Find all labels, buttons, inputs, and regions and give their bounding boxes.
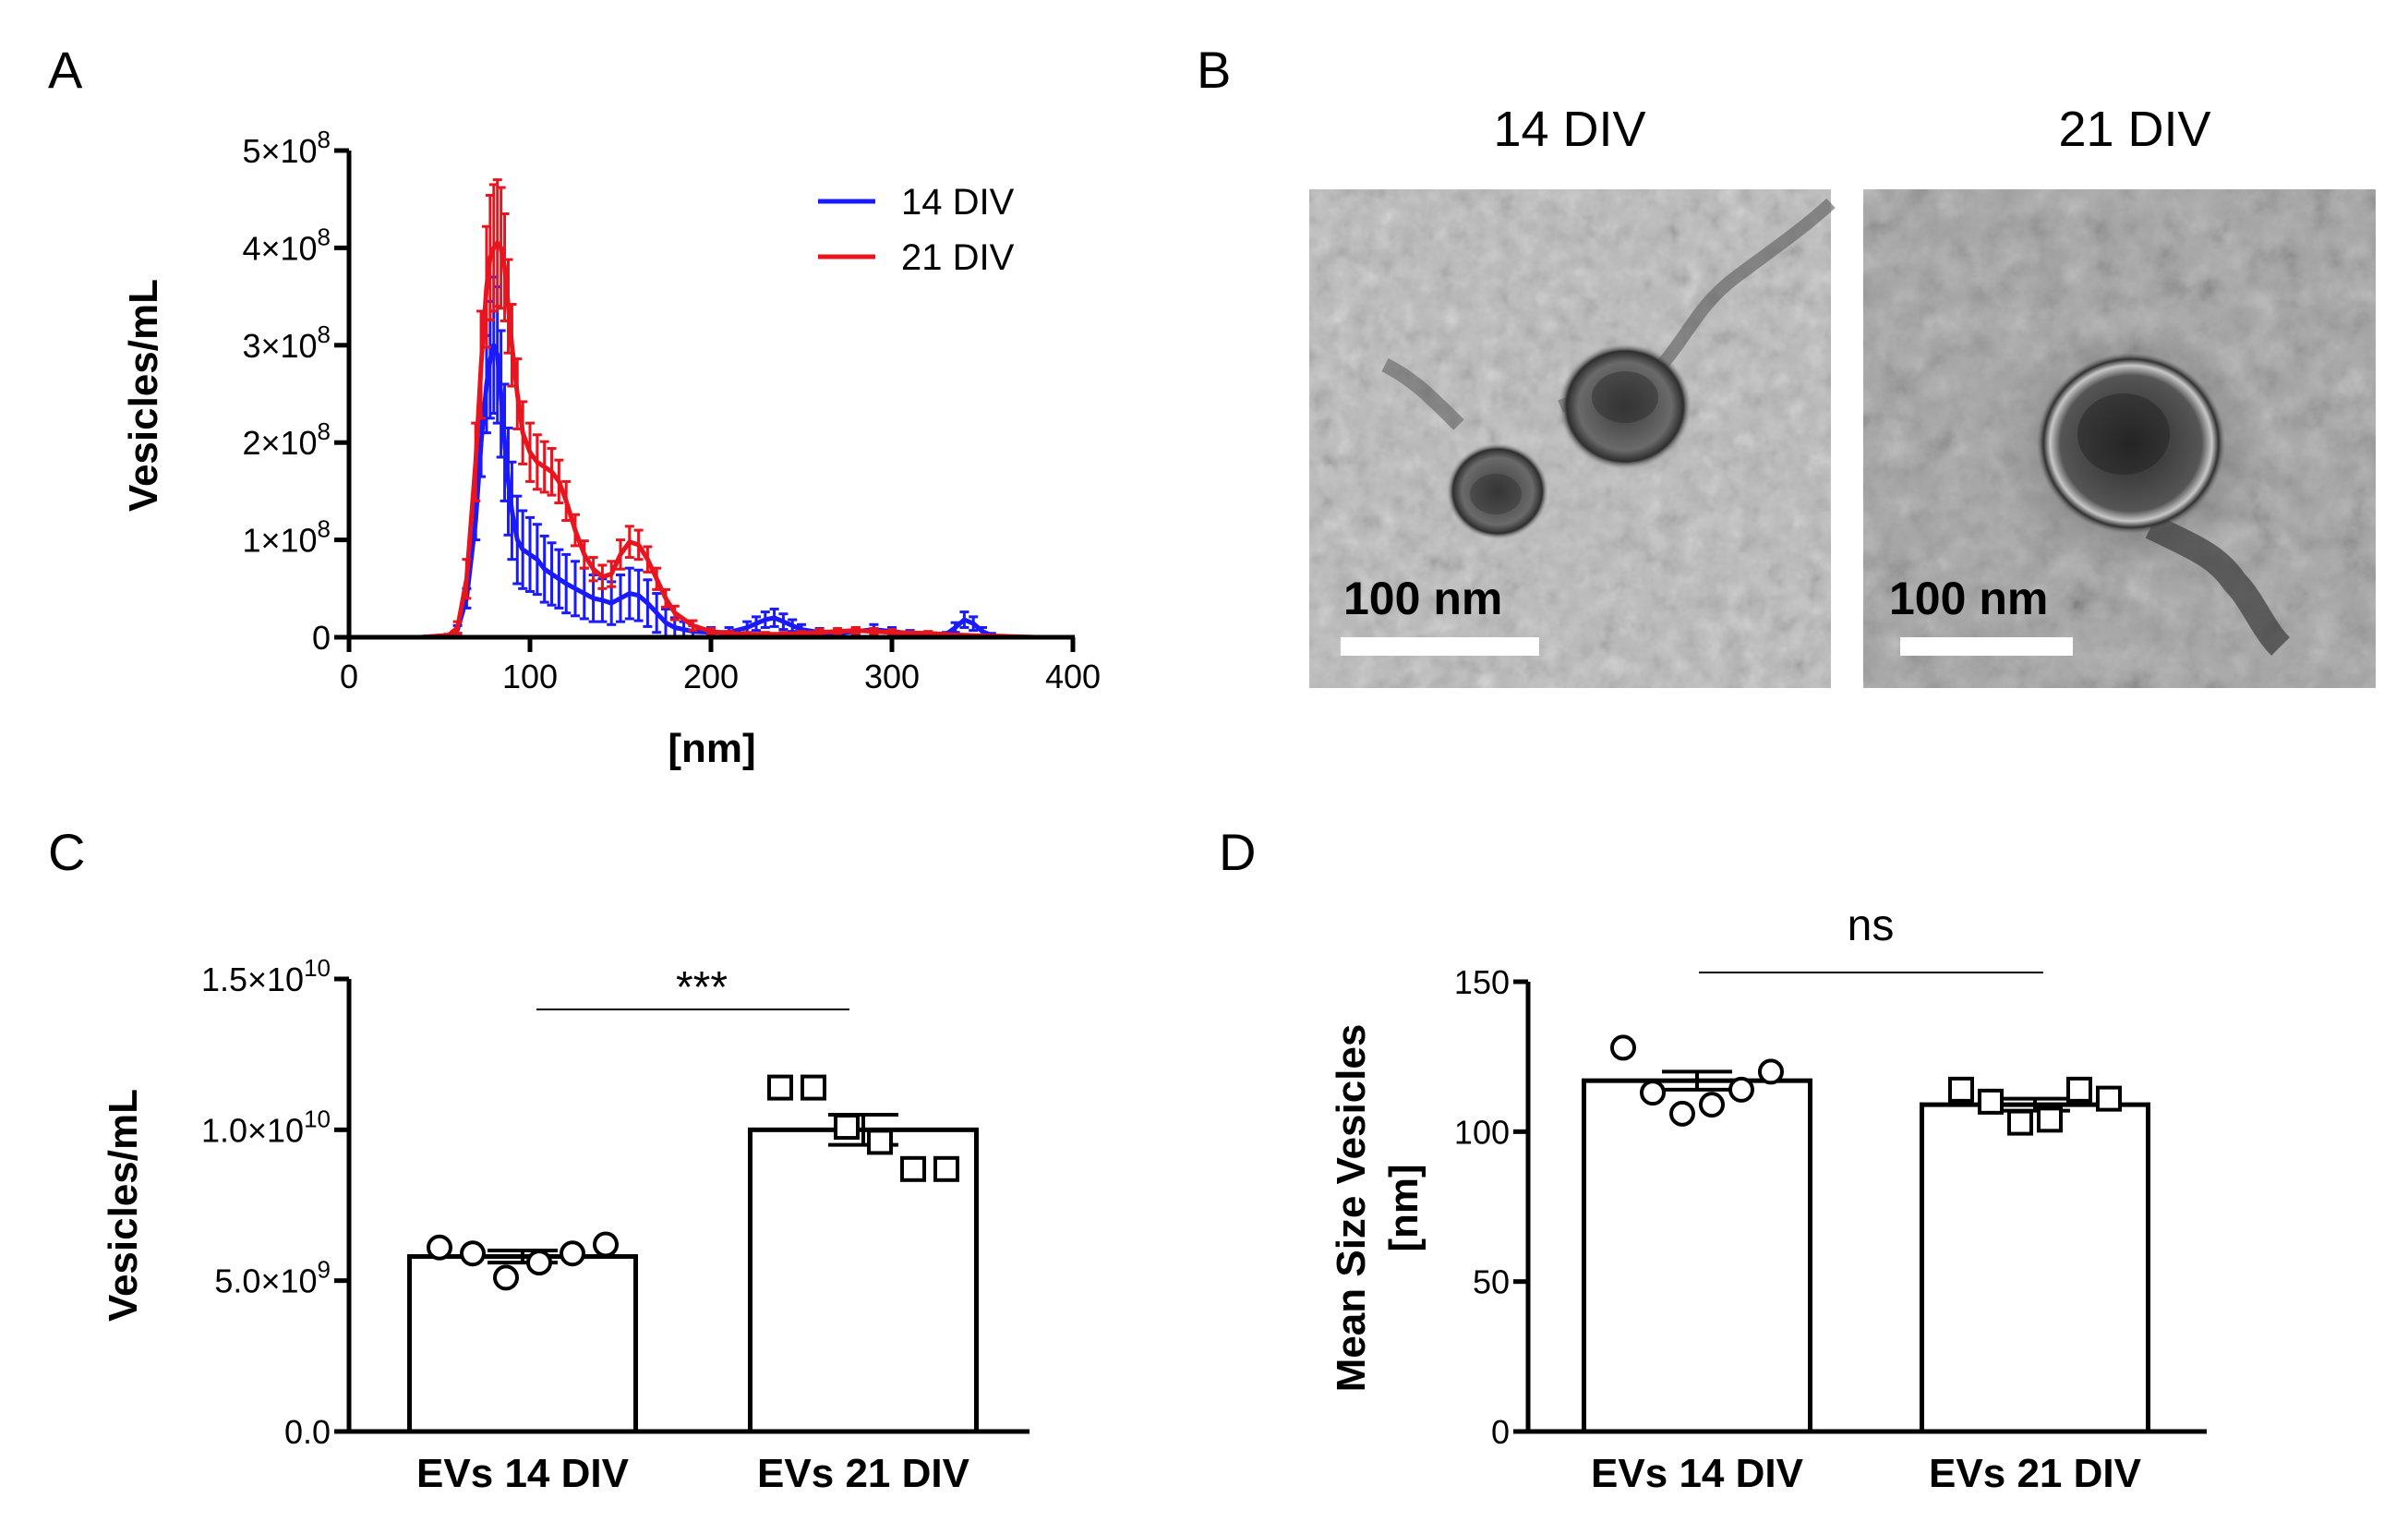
series-line-21div xyxy=(349,240,1073,640)
data-point xyxy=(1640,1080,1666,1106)
series-line-14div xyxy=(349,343,1073,640)
panel-c-y-title: Vesicles/mL xyxy=(101,1089,146,1322)
panel-b-micrographs: 14 DIV 21 DIV 100 nm 100 nm xyxy=(1309,102,2376,688)
scale-label-14div: 100 nm xyxy=(1343,573,1502,624)
panel-a-chart: 0 100 200 300 40001×1082×1083×1084×1085×108 … xyxy=(121,126,1101,771)
data-point xyxy=(801,1074,826,1101)
y-tick-label: 1×108 xyxy=(242,515,331,560)
data-point xyxy=(2037,1106,2063,1133)
y-tick-label: 0.0 xyxy=(284,1413,331,1451)
bar xyxy=(407,1254,638,1434)
micrograph-21div: 100 nm xyxy=(1863,189,2376,688)
y-tick-label: 0 xyxy=(312,619,331,657)
data-point xyxy=(427,1234,452,1261)
y-tick-label: 4×108 xyxy=(242,223,331,267)
data-point xyxy=(1948,1076,1974,1103)
panel-letter-d: D xyxy=(1219,823,1256,881)
y-tick-label: 5.0×109 xyxy=(214,1256,331,1300)
data-point xyxy=(460,1240,486,1267)
bar xyxy=(1582,1078,1812,1434)
y-tick-label: 0 xyxy=(1491,1413,1510,1451)
category-label: EVs 21 DIV xyxy=(757,1451,970,1496)
panel-a-x-title: [nm] xyxy=(668,726,755,771)
data-point xyxy=(834,1114,860,1141)
bar xyxy=(1920,1102,2150,1434)
data-point xyxy=(526,1250,552,1276)
data-point xyxy=(1699,1092,1725,1118)
y-tick-label: 1.0×1010 xyxy=(201,1105,331,1149)
panel-a-legend: 14 DIV 21 DIV xyxy=(818,182,1015,278)
panel-letter-b: B xyxy=(1197,41,1231,99)
panel-letter-c: C xyxy=(48,823,85,881)
x-tick-label: 100 xyxy=(502,658,558,695)
panel-d-sig-label: ns xyxy=(1848,901,1895,950)
y-tick-label: 50 xyxy=(1473,1263,1510,1301)
data-point xyxy=(933,1155,959,1182)
y-tick-label: 150 xyxy=(1454,963,1510,1001)
panel-d-chart: EVs 14 DIV EVs 21 DIV 0 50 100 150 Mean Size … xyxy=(1329,901,2207,1496)
scale-label-21div: 100 nm xyxy=(1889,573,2048,624)
scale-bar-21div xyxy=(1900,637,2073,656)
data-point xyxy=(2007,1109,2033,1136)
category-label: EVs 14 DIV xyxy=(416,1451,630,1496)
data-point xyxy=(2096,1085,2122,1112)
data-point xyxy=(900,1155,926,1182)
y-tick-label: 100 xyxy=(1454,1113,1510,1151)
category-label: EVs 21 DIV xyxy=(1929,1451,2142,1496)
panel-letter-a: A xyxy=(48,41,83,99)
panel-c-sig-label: *** xyxy=(676,963,728,1012)
x-tick-label: 0 xyxy=(340,658,358,695)
y-tick-label: 2×108 xyxy=(242,417,331,462)
y-tick-label: 5×108 xyxy=(242,126,331,170)
x-tick-label: 400 xyxy=(1045,658,1101,695)
panel-a-y-title: Vesicles/mL xyxy=(121,279,166,512)
data-point xyxy=(1978,1088,2004,1115)
y-tick-label: 3×108 xyxy=(242,320,331,365)
data-point xyxy=(2066,1076,2092,1103)
panel-d-y-title-line2: [nm] xyxy=(1381,1164,1427,1251)
data-point xyxy=(1610,1034,1636,1061)
micrograph-14div: 100 nm xyxy=(1309,189,1836,688)
x-tick-label: 300 xyxy=(864,658,920,695)
y-tick-label: 1.5×1010 xyxy=(201,954,331,998)
data-point xyxy=(1669,1100,1695,1127)
panel-d-y-title-line1: Mean Size Vesicles xyxy=(1329,1024,1374,1393)
data-point xyxy=(560,1240,585,1267)
data-point xyxy=(1758,1058,1784,1085)
micrograph-title-14div: 14 DIV xyxy=(1493,102,1645,157)
data-point xyxy=(867,1129,893,1155)
legend-label-14div: 14 DIV xyxy=(901,182,1015,223)
scale-bar-14div xyxy=(1341,637,1539,656)
x-tick-label: 200 xyxy=(683,658,739,695)
data-point xyxy=(493,1264,519,1291)
category-label: EVs 14 DIV xyxy=(1591,1451,1804,1496)
micrograph-title-21div: 21 DIV xyxy=(2058,102,2210,157)
data-point xyxy=(767,1074,793,1101)
panel-c-chart: EVs 14 DIV EVs 21 DIV 0.0 5.0×109 1.0×1010 1.… xyxy=(101,954,1029,1496)
data-point xyxy=(1728,1076,1754,1103)
legend-label-21div: 21 DIV xyxy=(901,237,1015,278)
data-point xyxy=(593,1231,619,1258)
